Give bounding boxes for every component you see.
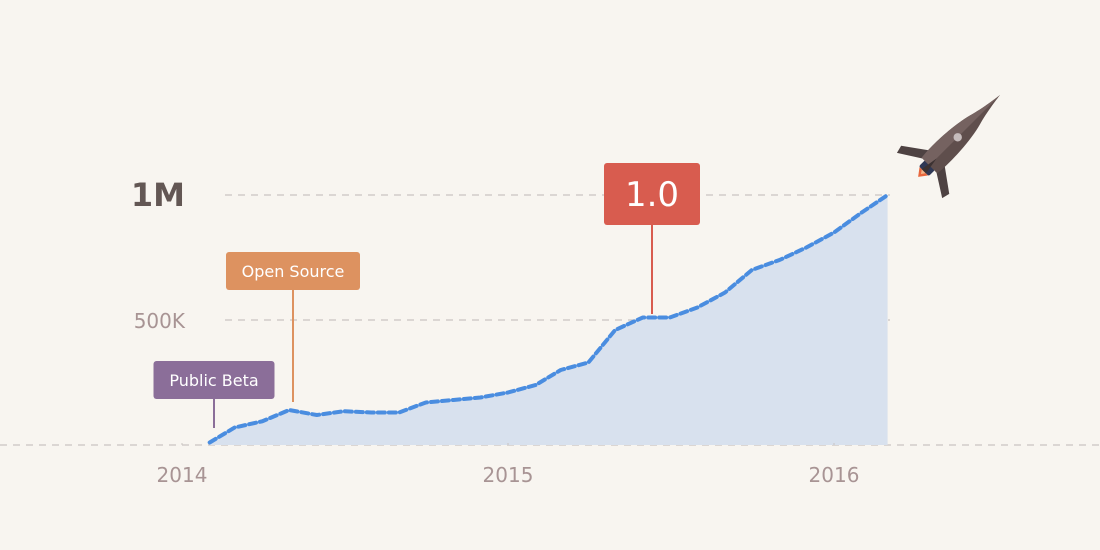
series-line [207,193,890,445]
rocket-center-fin [921,158,937,174]
y-tick-label: 1M [131,176,185,214]
rocket-window [953,133,962,142]
x-axis-ticks: 2014 2015 2016 [157,443,860,487]
annotation-label: Open Source [242,262,345,281]
series-area [209,195,888,445]
x-tick-label: 2015 [483,463,534,487]
annotation-box [226,252,360,290]
rocket-body [921,94,1001,174]
annotation-layer: Public Beta Open Source 1.0 [153,163,700,428]
area-layer [207,193,890,445]
rocket-body-highlight [921,94,1001,166]
annotation-box [604,163,700,225]
annotation-callout: Public Beta [153,361,275,428]
annotation-label: 1.0 [625,175,679,215]
annotation-label: Public Beta [169,371,258,390]
rocket-fin-bottom [936,163,950,199]
y-tick-label: 500K [134,309,186,333]
x-tick-label: 2016 [809,463,860,487]
rocket-icon [896,94,1001,199]
rocket-fin-top [896,145,932,159]
annotation-callout: 1.0 [604,163,700,314]
x-tick-label: 2014 [157,463,208,487]
y-axis-labels: 500K 1M [131,176,186,333]
annotation-box [153,361,275,399]
annotation-callout: Open Source [226,252,360,402]
